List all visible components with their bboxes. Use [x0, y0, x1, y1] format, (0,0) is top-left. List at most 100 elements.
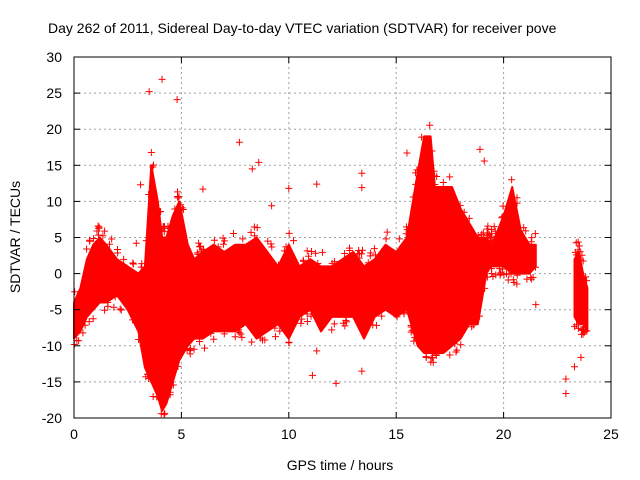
- data-point: [582, 273, 590, 281]
- x-tick-label: 0: [70, 426, 78, 442]
- data-point: [481, 284, 489, 292]
- data-point: [285, 229, 293, 237]
- axis-ticks: [73, 56, 612, 419]
- data-point: [229, 230, 237, 238]
- outlier-point: [313, 347, 321, 355]
- data-point: [452, 348, 460, 356]
- data-point: [239, 235, 247, 243]
- data-point: [145, 190, 153, 198]
- outlier-point: [137, 181, 145, 189]
- data-point: [484, 229, 492, 237]
- outlier-point: [285, 184, 293, 192]
- data-point: [234, 326, 242, 334]
- data-point: [166, 388, 174, 396]
- data-point: [513, 280, 521, 288]
- data-point: [303, 247, 311, 255]
- data-point: [129, 260, 137, 268]
- data-point: [210, 335, 218, 343]
- outlier-point: [248, 165, 256, 173]
- data-point: [433, 173, 441, 181]
- data-point: [571, 323, 579, 331]
- data-point: [330, 320, 338, 328]
- y-tick-label: 30: [46, 49, 62, 65]
- data-point: [81, 321, 89, 329]
- data-point: [101, 227, 109, 235]
- data-point: [572, 239, 580, 247]
- data-point: [129, 316, 137, 324]
- data-point: [318, 248, 326, 256]
- data-point: [341, 249, 349, 257]
- data-point: [194, 250, 202, 258]
- outlier-point: [562, 389, 570, 397]
- data-point: [135, 335, 143, 343]
- y-axis-label: SDTVAR / TECUs: [7, 181, 23, 293]
- outlier-point: [173, 96, 181, 104]
- data-point: [120, 255, 128, 263]
- data-point: [382, 235, 390, 243]
- outlier-point: [308, 371, 316, 379]
- outlier-point: [407, 323, 415, 331]
- chart-title: Day 262 of 2011, Sidereal Day-to-day VTE…: [48, 20, 557, 36]
- data-point: [446, 351, 454, 359]
- data-point: [94, 222, 102, 230]
- data-point: [453, 346, 461, 354]
- data-point: [583, 277, 591, 285]
- x-tick-labels: 0 5 10 15 20 25: [70, 426, 619, 442]
- data-point: [90, 235, 98, 243]
- outlier-point: [476, 145, 484, 153]
- data-point: [157, 208, 165, 216]
- outlier-point: [577, 353, 585, 361]
- data-point: [231, 333, 239, 341]
- data-point: [71, 288, 79, 296]
- data-point: [303, 310, 311, 318]
- outlier-point: [313, 180, 321, 188]
- data-point: [280, 247, 288, 255]
- data-point: [577, 257, 585, 265]
- data-point: [314, 260, 322, 268]
- data-point: [499, 265, 507, 273]
- data-point: [308, 248, 316, 256]
- y-tick-label: -20: [42, 410, 62, 426]
- data-point: [161, 409, 169, 417]
- data-point: [432, 351, 440, 359]
- data-point: [95, 223, 103, 231]
- data-point: [575, 242, 583, 250]
- data-point: [474, 231, 482, 239]
- data-point: [408, 326, 416, 334]
- data-point: [484, 222, 492, 230]
- data-point: [395, 235, 403, 243]
- data-point: [483, 273, 491, 281]
- data-point: [200, 246, 208, 254]
- data-point: [573, 251, 581, 259]
- data-point: [160, 228, 168, 236]
- data-point: [488, 237, 496, 245]
- data-point: [190, 345, 198, 353]
- outlier-point: [134, 299, 142, 307]
- data-point: [402, 223, 410, 231]
- data-point: [345, 244, 353, 252]
- data-point: [359, 246, 367, 254]
- data-point: [439, 178, 447, 186]
- data-point: [220, 330, 228, 338]
- data-point: [527, 274, 535, 282]
- x-tick-label: 25: [603, 426, 619, 442]
- data-point: [83, 245, 91, 253]
- data-point: [267, 240, 275, 248]
- x-tick-label: 20: [496, 426, 512, 442]
- data-point: [111, 293, 119, 301]
- data-point: [276, 327, 284, 335]
- data-point: [429, 353, 437, 361]
- outlier-point: [570, 363, 578, 371]
- data-point: [138, 260, 146, 268]
- data-point: [137, 263, 145, 271]
- data-point: [383, 228, 391, 236]
- data-point: [196, 337, 204, 345]
- y-tick-label: 25: [46, 85, 62, 101]
- data-point: [298, 315, 306, 323]
- data-point: [371, 251, 379, 259]
- y-tick-label: -10: [42, 338, 62, 354]
- data-point: [108, 235, 116, 243]
- data-point: [412, 180, 420, 188]
- data-point: [110, 303, 118, 311]
